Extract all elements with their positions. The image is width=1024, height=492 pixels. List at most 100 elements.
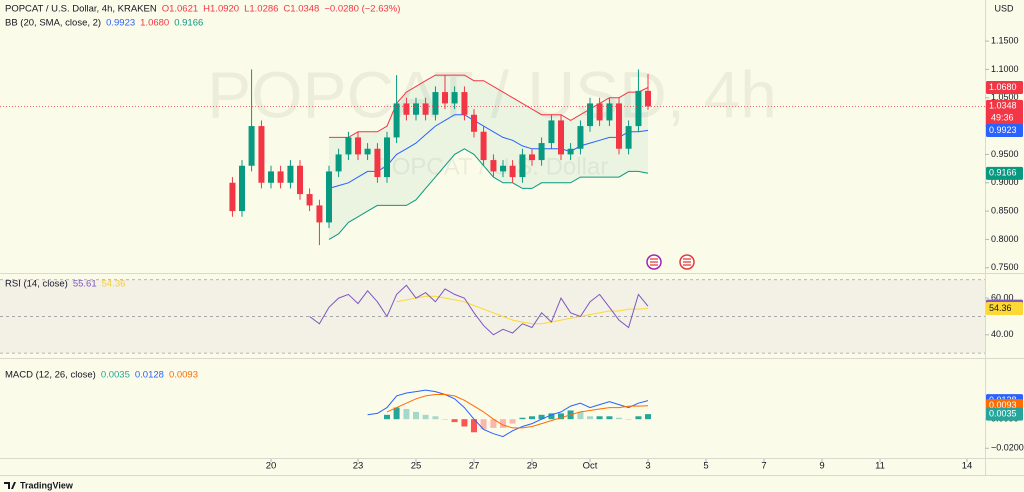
indicator-value: 55.61	[73, 279, 97, 290]
y-tick-label: 0.9500	[991, 149, 1019, 159]
candle-body	[345, 137, 352, 155]
candle-body	[384, 137, 391, 178]
candle-body	[509, 165, 516, 178]
candle-body	[258, 126, 265, 183]
candle-body	[480, 131, 487, 161]
bollinger-line	[328, 148, 649, 240]
macd-histogram-bar	[432, 416, 439, 420]
y-tick-label: 0.7500	[991, 262, 1019, 272]
price-tag-label: 0.9166	[989, 168, 1017, 178]
ohlc-low: L1.0286	[244, 4, 278, 15]
x-tick-label: 9	[819, 461, 824, 472]
x-tick-label: 3	[645, 461, 650, 472]
watermark-title: POPCAT / USD, 4h	[207, 57, 777, 131]
candle-body	[413, 103, 420, 115]
price-tag	[986, 81, 1023, 95]
candle-body	[519, 154, 526, 178]
indicator-value: 0.9166	[174, 18, 203, 29]
x-tick-label: 14	[962, 461, 973, 472]
candle-body	[432, 92, 439, 115]
macd-histogram-bar	[548, 413, 555, 420]
candle-body	[442, 92, 449, 104]
indicator-value: 0.0128	[135, 370, 164, 381]
candle-body	[229, 182, 236, 212]
candle-body	[306, 194, 313, 206]
macd-histogram-bar	[577, 411, 584, 420]
candle-body	[616, 103, 623, 149]
indicator-name: MACD (12, 26, close)	[5, 370, 96, 381]
rsi-line	[309, 284, 649, 336]
macd-histogram-bar	[519, 417, 526, 420]
candle-body	[393, 103, 400, 138]
price-tag-label: 0.9923	[989, 125, 1017, 135]
candle-body	[529, 154, 536, 161]
indicator-value: 0.9923	[106, 18, 135, 29]
candle-body	[490, 160, 497, 172]
bollinger-line	[328, 114, 649, 189]
macd-histogram-bar	[384, 414, 391, 420]
candle-body	[461, 92, 468, 115]
macd-histogram-bar	[480, 419, 487, 430]
ohlc-high: H1.0920	[203, 4, 239, 15]
price-tag	[986, 166, 1023, 180]
y-tick-label: 1.1500	[991, 35, 1019, 45]
macd-histogram-bar	[529, 416, 536, 420]
ohlc-close: C1.0348	[283, 4, 319, 15]
candle-body	[374, 148, 381, 178]
y-tick-label: 0.8500	[991, 205, 1019, 215]
price-tag-label: 0.0035	[989, 408, 1017, 418]
candle-body	[277, 171, 284, 183]
macd-histogram-bar	[625, 419, 632, 420]
ohlc-change: −0.0280 (−2.63%)	[324, 4, 400, 15]
macd-histogram-bar	[558, 413, 565, 420]
y-tick-label: 40.00	[991, 329, 1014, 339]
currency-label[interactable]: USD	[994, 3, 1014, 13]
price-tag-label: 1.0348	[989, 101, 1017, 111]
macd-line	[367, 389, 649, 438]
price-tag-label: 1.0680	[989, 82, 1017, 92]
candle-body	[335, 154, 342, 172]
tradingview-logo[interactable]	[4, 482, 16, 489]
x-tick-label: 27	[469, 461, 480, 472]
price-tag	[986, 123, 1023, 137]
ohlc-open: O1.0621	[162, 4, 198, 15]
candle-body	[500, 165, 507, 172]
indicator-value: 54.36	[102, 279, 126, 290]
candle-body	[422, 103, 429, 115]
price-tag-label: 54.36	[989, 303, 1012, 313]
candle-body	[268, 171, 275, 183]
candle-body	[635, 90, 642, 127]
indicator-name: BB (20, SMA, close, 2)	[5, 18, 101, 29]
y-tick-label: 0.8000	[991, 234, 1019, 244]
macd-histogram-bar	[393, 407, 400, 420]
indicator-value: 0.0035	[101, 370, 130, 381]
candle-body	[451, 92, 458, 104]
macd-histogram-bar	[538, 414, 545, 420]
x-tick-label: 5	[703, 461, 708, 472]
macd-histogram-bar	[587, 416, 594, 420]
x-tick-label: 29	[527, 461, 538, 472]
candle-body	[297, 165, 304, 195]
symbol-title: POPCAT / U.S. Dollar, 4h, KRAKEN	[5, 4, 157, 15]
candle-body	[538, 143, 545, 161]
price-tag	[986, 301, 1023, 315]
event-icon[interactable]	[679, 254, 695, 270]
event-icon[interactable]	[646, 254, 662, 270]
candle-body	[558, 120, 565, 155]
candle-body	[239, 165, 246, 212]
candle-body	[248, 126, 255, 166]
macd-histogram-bar	[403, 409, 410, 420]
macd-histogram-bar	[422, 414, 429, 420]
candle-body	[471, 114, 478, 132]
candle-body	[567, 148, 574, 155]
x-tick-label: Oct	[583, 461, 598, 472]
x-tick-label: 20	[266, 461, 277, 472]
candle-body	[587, 103, 594, 127]
macd-histogram-bar	[635, 416, 642, 420]
candle-body	[548, 120, 555, 144]
y-tick-label: 0.9000	[991, 177, 1019, 187]
candle-body	[326, 171, 333, 223]
macd-histogram-bar	[451, 419, 458, 423]
